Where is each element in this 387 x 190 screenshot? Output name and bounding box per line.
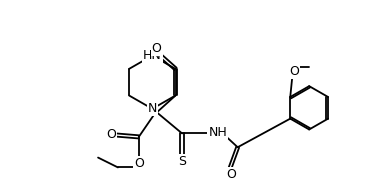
Text: O: O — [152, 42, 162, 55]
Text: HN: HN — [143, 49, 162, 62]
Text: O: O — [106, 128, 116, 141]
Text: N: N — [147, 102, 157, 115]
Text: O: O — [226, 168, 236, 181]
Text: O: O — [134, 157, 144, 170]
Text: NH: NH — [209, 126, 227, 139]
Text: O: O — [289, 65, 299, 78]
Text: S: S — [178, 154, 186, 168]
